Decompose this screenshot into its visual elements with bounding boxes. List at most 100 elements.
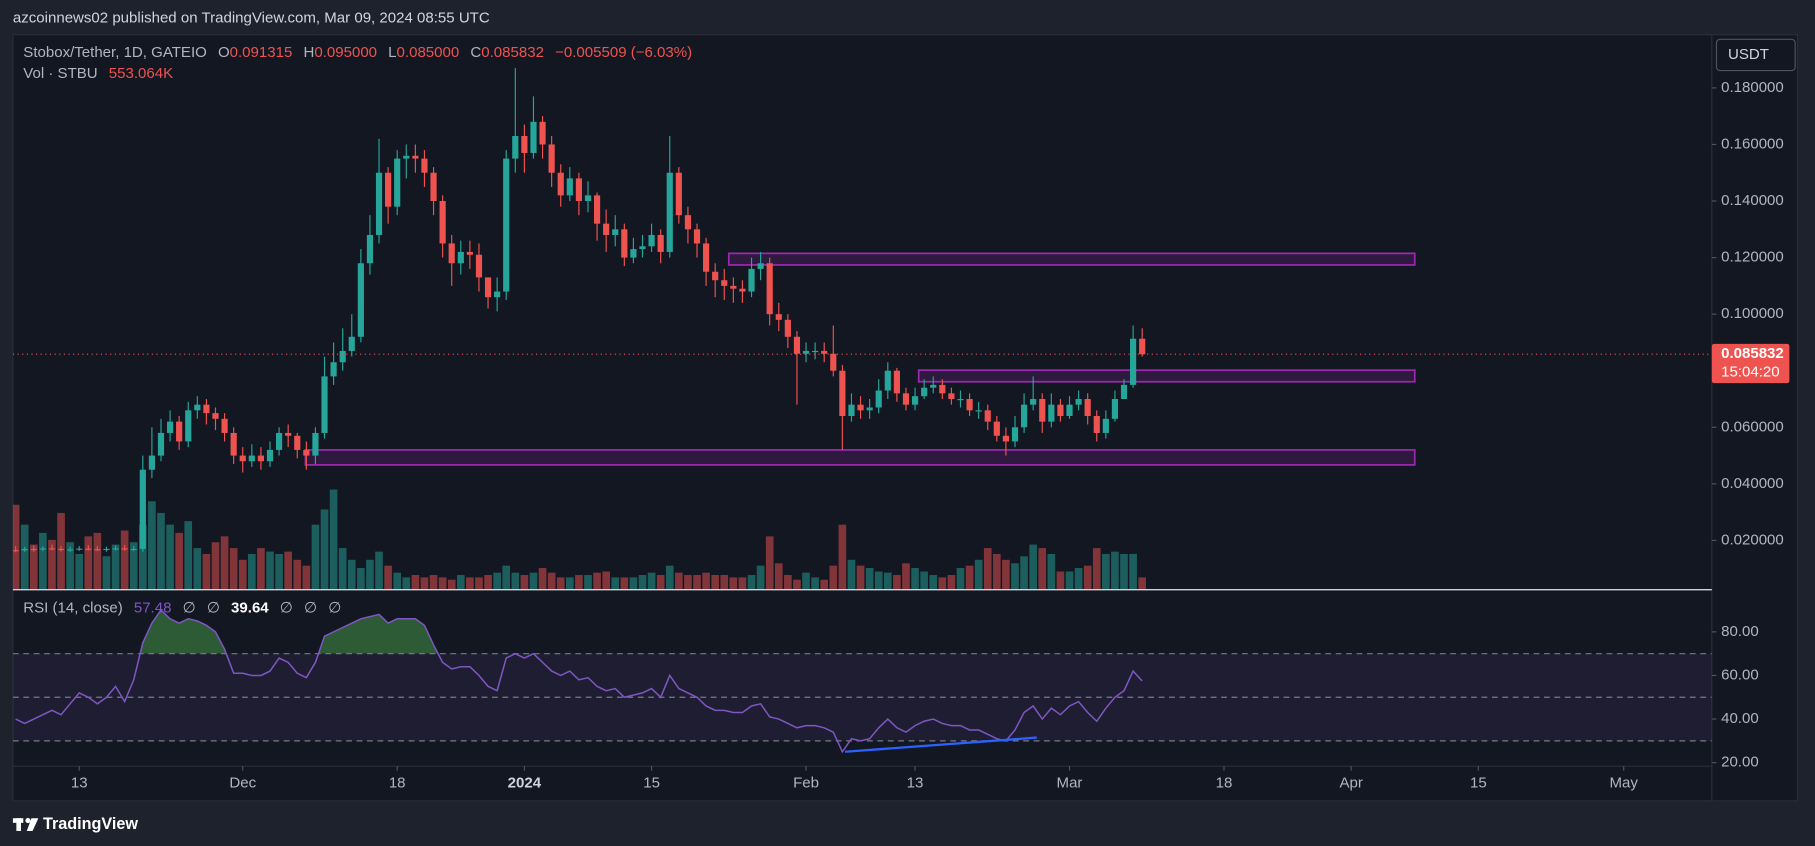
candle-body: [366, 234, 374, 264]
volume-bar: [102, 556, 111, 590]
candle-body: [285, 432, 292, 436]
candle-body: [1139, 338, 1146, 355]
x-tick-label: May: [1610, 774, 1639, 791]
rsi-tick-label: 80.00: [1721, 623, 1759, 640]
candle-body: [375, 172, 383, 235]
volume-bar: [1083, 565, 1092, 590]
volume-bar: [284, 551, 292, 590]
rsi-flag: ∅: [207, 600, 220, 617]
candle-body: [303, 449, 310, 456]
candle-body: [48, 548, 56, 550]
candle-body: [57, 548, 65, 551]
candle-body: [230, 432, 237, 456]
volume-bar: [1065, 571, 1074, 590]
volume-bar: [520, 575, 529, 590]
candle-body: [239, 455, 246, 462]
candle-body: [1102, 418, 1109, 433]
rsi-legend: RSI (14, close) 57.48 ∅ ∅ 39.64 ∅ ∅ ∅: [23, 600, 341, 617]
candle-body: [548, 144, 555, 173]
volume-bar: [874, 571, 883, 590]
candle-body: [1075, 399, 1082, 405]
volume-bar: [466, 577, 474, 590]
y-tick-label: 0.160000: [1721, 135, 1784, 152]
legend-key: O: [218, 44, 230, 61]
candle-body: [675, 172, 682, 216]
currency[interactable]: USDT: [1728, 46, 1769, 63]
candle-body: [666, 172, 673, 252]
volume-bar: [738, 577, 747, 590]
x-tick-label: 18: [1216, 774, 1233, 791]
candle-body: [466, 251, 473, 255]
rsi-flag: ∅: [280, 600, 293, 617]
zone: [727, 252, 1416, 266]
candle-body: [984, 410, 991, 422]
volume-bar: [1138, 577, 1147, 590]
candle-body: [1057, 404, 1064, 416]
volume-bar: [1029, 544, 1037, 590]
candle-body: [176, 421, 183, 442]
volume-bar: [220, 536, 229, 590]
candle-body: [1111, 399, 1119, 419]
candle-body: [266, 449, 274, 462]
candle-body: [457, 251, 464, 264]
volume-bar: [802, 572, 810, 590]
candle-body: [321, 376, 328, 433]
volume-bar: [629, 577, 638, 590]
volume-bar: [902, 563, 910, 590]
volume-bar: [774, 563, 783, 590]
candle-body: [721, 280, 728, 286]
candle-body: [512, 135, 519, 159]
candle-body: [1093, 415, 1100, 433]
x-tick-label: 13: [71, 774, 88, 791]
candle-body: [812, 350, 819, 353]
candle-body: [76, 548, 83, 550]
volume-bar: [157, 512, 165, 590]
volume-bar: [411, 575, 420, 590]
candle-body: [684, 215, 692, 230]
volume-bar: [320, 509, 329, 590]
volume-bar: [502, 565, 511, 590]
volume-bar: [720, 575, 729, 590]
candle-body: [94, 549, 101, 551]
candle-body: [276, 432, 283, 450]
volume-bar: [529, 572, 538, 590]
volume-bar: [456, 575, 465, 590]
volume-bar: [1092, 548, 1101, 590]
volume-bar: [538, 567, 547, 590]
candle-body: [1011, 427, 1019, 442]
volume-bar: [202, 553, 211, 590]
volume-bar: [974, 559, 983, 590]
candle-body: [30, 548, 37, 551]
currency-box[interactable]: [1715, 38, 1796, 72]
volume-bar: [838, 524, 847, 590]
y-tick-label: 0.040000: [1721, 475, 1784, 492]
x-tick-label: Dec: [229, 774, 256, 791]
candle-body: [1002, 435, 1010, 442]
volume-bar: [793, 579, 801, 590]
volume-bar: [993, 553, 1001, 590]
candle-body: [648, 234, 655, 247]
volume-bar: [865, 567, 874, 590]
volume-bar: [765, 536, 774, 590]
countdown: 15:04:20: [1721, 364, 1780, 381]
volume-bar: [138, 524, 147, 590]
volume-bar: [148, 501, 156, 590]
candle-body: [703, 243, 710, 272]
legend-change: −0.005509 (−6.03%): [555, 44, 692, 61]
candle-body: [848, 404, 855, 416]
candle-body: [821, 350, 828, 354]
y-tick-label: 0.020000: [1721, 531, 1784, 548]
candle-body: [793, 336, 801, 354]
candle-body: [584, 195, 592, 202]
candle-body: [939, 384, 946, 394]
y-tick-label: 0.100000: [1721, 305, 1784, 322]
rsi-flag: ∅: [304, 600, 317, 617]
candle-body: [166, 421, 174, 433]
candle-body: [248, 455, 255, 462]
volume-bar: [620, 577, 629, 590]
candle-body: [67, 549, 74, 551]
candle-body: [21, 548, 28, 551]
volume-bar: [811, 577, 819, 590]
candle-body: [212, 413, 219, 419]
